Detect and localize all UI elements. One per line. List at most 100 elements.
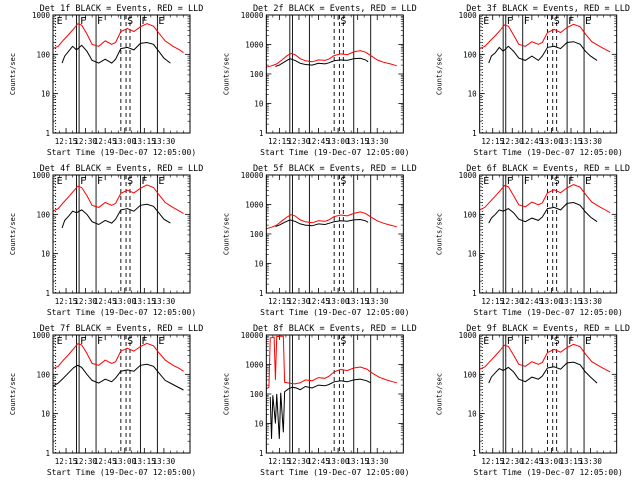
x-tick-label: 13:15 xyxy=(346,297,369,306)
time-marker-label: S xyxy=(127,176,133,187)
panel-title: Det 1f BLACK = Events, RED = LLD xyxy=(40,4,204,14)
x-axis-label: Start Time (19-Dec-07 12:05:00) xyxy=(474,468,623,477)
y-tick-label: 1000 xyxy=(245,201,264,210)
time-marker-label: F xyxy=(507,336,513,347)
x-tick-label: 12:45 xyxy=(307,137,330,146)
time-marker-label: E xyxy=(483,176,489,187)
x-tick-label: 13:30 xyxy=(366,297,389,306)
y-tick-label: 100 xyxy=(463,50,477,59)
y-tick-label: 10 xyxy=(468,90,478,99)
lld-series-line xyxy=(53,184,184,214)
x-tick-label: 13:15 xyxy=(133,457,156,466)
panel-title: Det 6f BLACK = Events, RED = LLD xyxy=(466,164,630,174)
lld-series-line xyxy=(479,343,611,373)
y-tick-label: 1 xyxy=(472,129,477,138)
events-series-line xyxy=(488,361,598,384)
y-tick-label: 10 xyxy=(254,100,264,109)
lld-series-line xyxy=(266,50,397,68)
detector-panel-5: Det 5f BLACK = Events, RED = LLD Counts/s… xyxy=(222,164,416,317)
x-tick-label: 13:00 xyxy=(113,137,136,146)
x-tick-label: 13:30 xyxy=(579,137,602,146)
y-tick-label: 10 xyxy=(41,410,51,419)
time-marker-label: F xyxy=(141,336,147,347)
time-marker-label: F xyxy=(568,336,574,347)
y-tick-label: 1000 xyxy=(459,331,478,340)
x-tick-label: 12:15 xyxy=(55,137,78,146)
x-tick-label: 12:15 xyxy=(55,297,78,306)
y-tick-label: 100 xyxy=(463,370,477,379)
x-tick-label: 13:30 xyxy=(153,457,176,466)
y-tick-label: 10000 xyxy=(241,331,264,340)
time-marker-label: F xyxy=(524,336,530,347)
x-tick-label: 12:30 xyxy=(288,297,311,306)
detector-panel-8: Det 8f BLACK = Events, RED = LLD Counts/s… xyxy=(222,324,416,477)
time-marker-label: E xyxy=(585,16,591,27)
time-marker-label: F xyxy=(568,176,574,187)
x-tick-label: 12:30 xyxy=(74,457,97,466)
time-marker-label: E xyxy=(483,336,489,347)
time-marker-label: S xyxy=(340,176,346,187)
time-marker-label: F xyxy=(80,336,86,347)
lld-series-line xyxy=(479,23,611,53)
x-tick-label: 13:15 xyxy=(560,297,583,306)
x-tick-label: 12:45 xyxy=(521,297,544,306)
y-tick-label: 10 xyxy=(41,90,51,99)
x-tick-label: 13:00 xyxy=(540,137,563,146)
y-tick-label: 1 xyxy=(472,289,477,298)
events-series-line xyxy=(61,41,171,64)
y-tick-label: 10 xyxy=(254,420,264,429)
x-tick-label: 12:30 xyxy=(74,137,97,146)
y-tick-label: 100 xyxy=(463,210,477,219)
plot-frame xyxy=(479,334,618,454)
panel-title: Det 3f BLACK = Events, RED = LLD xyxy=(466,4,630,14)
detector-panel-7: Det 7f BLACK = Events, RED = LLD Counts/s… xyxy=(9,324,203,477)
x-tick-label: 13:00 xyxy=(327,297,350,306)
events-series-line xyxy=(61,203,171,229)
lld-series-line xyxy=(53,342,184,372)
time-marker-label: F xyxy=(80,176,86,187)
time-marker-label: S xyxy=(554,336,560,347)
detector-panel-9: Det 9f BLACK = Events, RED = LLD Counts/s… xyxy=(436,324,630,477)
panel-title: Det 9f BLACK = Events, RED = LLD xyxy=(466,324,630,334)
y-tick-label: 10 xyxy=(468,250,478,259)
events-series-line xyxy=(269,378,371,439)
x-tick-label: 12:15 xyxy=(481,457,504,466)
events-series-line xyxy=(488,201,598,224)
time-marker-label: E xyxy=(57,176,63,187)
x-tick-label: 12:30 xyxy=(501,137,524,146)
x-tick-label: 12:30 xyxy=(501,457,524,466)
y-tick-label: 10 xyxy=(254,260,264,269)
x-tick-label: 12:45 xyxy=(521,137,544,146)
x-tick-label: 12:45 xyxy=(94,457,117,466)
detector-panel-4: Det 4f BLACK = Events, RED = LLD Counts/s… xyxy=(9,164,203,317)
x-axis-label: Start Time (19-Dec-07 12:05:00) xyxy=(260,148,409,157)
time-marker-label: S xyxy=(340,16,346,27)
x-tick-label: 12:15 xyxy=(481,297,504,306)
x-tick-label: 12:15 xyxy=(268,457,291,466)
lld-series-line xyxy=(53,23,184,54)
x-tick-label: 12:45 xyxy=(521,457,544,466)
x-tick-label: 12:45 xyxy=(307,297,330,306)
panel-title: Det 4f BLACK = Events, RED = LLD xyxy=(40,164,204,174)
time-marker-label: E xyxy=(158,16,164,27)
y-axis-label: Counts/sec xyxy=(436,373,444,415)
y-tick-label: 1000 xyxy=(32,11,51,20)
x-tick-label: 13:00 xyxy=(540,457,563,466)
x-tick-label: 12:30 xyxy=(288,457,311,466)
x-axis-label: Start Time (19-Dec-07 12:05:00) xyxy=(47,148,196,157)
y-tick-label: 100 xyxy=(250,70,264,79)
x-tick-label: 13:00 xyxy=(113,297,136,306)
y-tick-label: 1000 xyxy=(245,361,264,370)
x-axis-label: Start Time (19-Dec-07 12:05:00) xyxy=(47,308,196,317)
x-tick-label: 12:30 xyxy=(74,297,97,306)
time-marker-label: F xyxy=(524,16,530,27)
x-tick-label: 13:15 xyxy=(346,137,369,146)
events-series-line xyxy=(53,363,184,391)
panel-title: Det 2f BLACK = Events, RED = LLD xyxy=(253,4,417,14)
y-tick-label: 1000 xyxy=(459,11,478,20)
x-axis-label: Start Time (19-Dec-07 12:05:00) xyxy=(47,468,196,477)
time-marker-label: F xyxy=(524,176,530,187)
time-marker-label: F xyxy=(507,16,513,27)
x-tick-label: 13:30 xyxy=(153,297,176,306)
